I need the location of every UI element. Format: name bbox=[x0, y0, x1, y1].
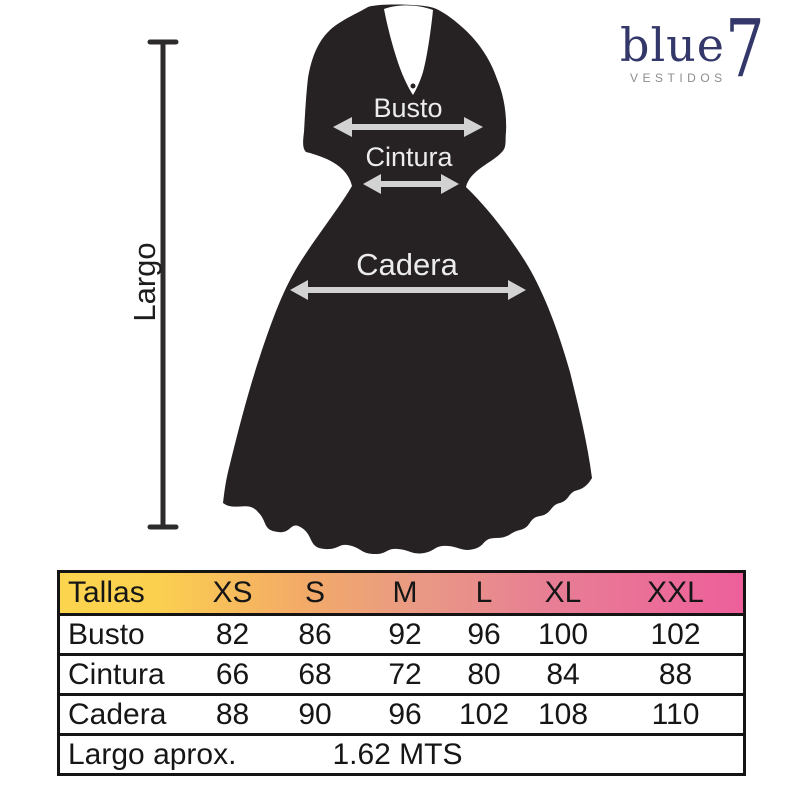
largo-value: 1.62 MTS bbox=[332, 737, 463, 771]
cintura-arrow-icon bbox=[363, 174, 459, 194]
cintura-s: 68 bbox=[298, 657, 332, 691]
cadera-xxl: 110 bbox=[651, 697, 700, 731]
brand-logo: blue VESTIDOS 7 bbox=[620, 2, 790, 95]
dress-silhouette bbox=[223, 4, 592, 554]
row-label: Cadera bbox=[68, 697, 167, 731]
size-table: Tallas XS S M L XL XXL Busto 82 86 92 96… bbox=[57, 570, 746, 776]
largo-label: Largo bbox=[127, 242, 162, 321]
cadera-s: 90 bbox=[298, 697, 332, 731]
busto-label: Busto bbox=[373, 93, 442, 123]
cintura-xl: 84 bbox=[546, 657, 580, 691]
cadera-l: 102 bbox=[458, 697, 510, 731]
cadera-arrow-icon bbox=[290, 280, 526, 300]
dress-figure: Largo Busto Cintura Cadera bbox=[127, 4, 592, 554]
table-row-cintura: Cintura 66 68 72 80 84 88 bbox=[60, 653, 743, 693]
cadera-xs: 88 bbox=[215, 697, 250, 731]
busto-s: 86 bbox=[298, 617, 332, 651]
header-m: M bbox=[392, 576, 418, 609]
brand-tagline: VESTIDOS bbox=[630, 71, 727, 85]
cintura-m: 72 bbox=[388, 657, 422, 691]
row-label: Largo aprox. bbox=[68, 737, 237, 771]
cintura-l: 80 bbox=[467, 657, 501, 691]
cadera-m: 96 bbox=[388, 697, 422, 731]
header-tallas: Tallas bbox=[68, 576, 145, 609]
table-row-cadera: Cadera 88 90 96 102 108 110 bbox=[60, 693, 743, 733]
brand-seven: 7 bbox=[724, 2, 765, 95]
brand-name: blue bbox=[620, 18, 726, 72]
table-row-largo: Largo aprox. 1.62 MTS bbox=[60, 733, 743, 773]
cintura-label: Cintura bbox=[365, 142, 453, 172]
busto-m: 92 bbox=[388, 617, 422, 651]
busto-l: 96 bbox=[467, 617, 501, 651]
header-xs: XS bbox=[212, 576, 253, 609]
cadera-label: Cadera bbox=[356, 247, 458, 282]
cintura-xs: 66 bbox=[215, 657, 250, 691]
busto-arrow-icon bbox=[333, 117, 483, 137]
busto-xs: 82 bbox=[215, 617, 250, 651]
cadera-xl: 108 bbox=[537, 697, 589, 731]
size-table-header-row: Tallas XS S M L XL XXL bbox=[60, 573, 743, 613]
table-row-busto: Busto 82 86 92 96 100 102 bbox=[60, 613, 743, 653]
busto-xl: 100 bbox=[537, 617, 589, 651]
header-xl: XL bbox=[544, 576, 582, 609]
row-label: Busto bbox=[68, 617, 145, 651]
header-xxl: XXL bbox=[647, 576, 704, 609]
header-s: S bbox=[304, 576, 325, 609]
header-l: L bbox=[475, 576, 493, 609]
row-label: Cintura bbox=[68, 657, 165, 691]
busto-xxl: 102 bbox=[650, 617, 701, 651]
dress-neck-dot bbox=[410, 83, 416, 89]
largo-measure-line bbox=[147, 39, 179, 530]
cintura-xxl: 88 bbox=[658, 657, 693, 691]
